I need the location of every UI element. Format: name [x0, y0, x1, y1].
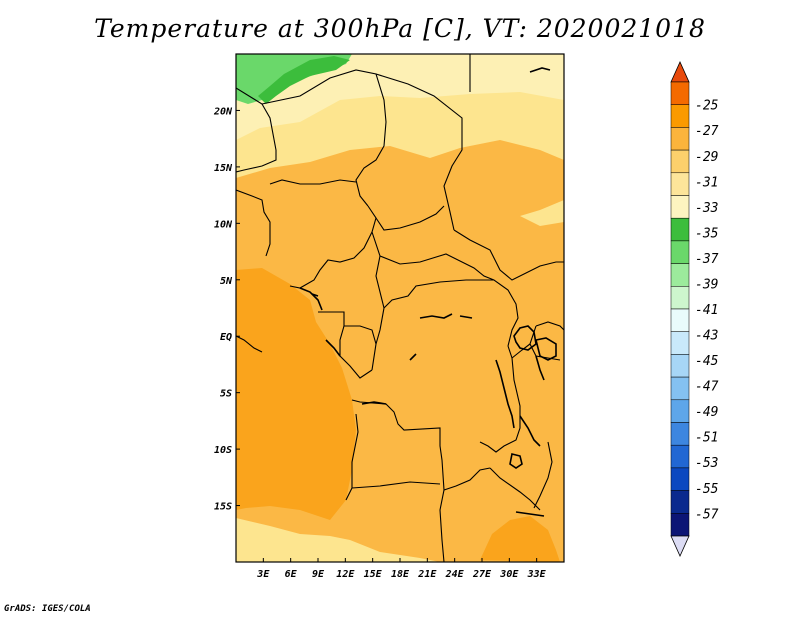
colorbar-label: -25 — [695, 99, 719, 114]
colorbar-label: -43 — [695, 329, 718, 344]
x-tick-label: 12E — [336, 569, 355, 580]
grads-credit: GrADS: IGES/COLA — [4, 604, 91, 614]
colorbar-swatch — [670, 286, 690, 310]
y-tick-label: EQ — [220, 332, 232, 343]
colorbar-label: -57 — [695, 507, 719, 522]
colorbar-swatch — [670, 195, 690, 219]
colorbar-top-arrow — [670, 61, 690, 83]
y-tick-label: 5S — [220, 389, 232, 400]
y-tick-label: 20N — [213, 106, 233, 117]
colorbar: -25 -27 -29 -31 -33 -35 -37 -39 -41 -43 -45 -47 -49 -… — [670, 61, 719, 557]
x-tick-label: 3E — [256, 569, 270, 580]
colorbar-swatch — [670, 263, 690, 287]
colorbar-swatch — [670, 422, 690, 446]
colorbar-swatch — [670, 172, 690, 196]
fill-dark-green — [258, 56, 350, 104]
colorbar-swatch — [670, 490, 690, 514]
y-axis-ticks: 20N 15N 10N 5N EQ 5S 10S 15S — [213, 106, 240, 513]
colorbar-swatch — [670, 354, 690, 378]
y-tick-label: 5N — [220, 276, 233, 287]
fill-pale-south — [236, 518, 440, 562]
colorbar-label: -47 — [695, 380, 719, 395]
colorbar-swatch — [670, 308, 690, 332]
x-axis-ticks: 3E 6E 9E 12E 15E 18E 21E 24E 27E 30E 33E — [256, 558, 547, 580]
colorbar-swatch — [670, 127, 690, 151]
colorbar-swatch — [670, 81, 690, 105]
map-title: Temperature at 300hPa [C], VT: 202002101… — [94, 14, 706, 43]
colorbar-label: -51 — [695, 431, 718, 446]
x-tick-label: 6E — [285, 569, 298, 580]
x-tick-label: 21E — [417, 569, 437, 580]
colorbar-swatch — [670, 467, 690, 491]
colorbar-label: -35 — [695, 226, 719, 241]
lakes-and-coasts — [299, 67, 557, 517]
y-tick-label: 15N — [214, 163, 233, 174]
x-tick-label: 33E — [527, 569, 547, 580]
colorbar-label: -41 — [695, 303, 718, 318]
y-tick-label: 10N — [214, 219, 233, 230]
temperature-fill-layer — [236, 54, 564, 562]
x-tick-label: 18E — [391, 569, 410, 580]
colorbar-label: -27 — [695, 124, 719, 139]
colorbar-swatch — [670, 104, 690, 128]
colorbar-label: -31 — [695, 175, 718, 190]
colorbar-swatch — [670, 149, 690, 174]
colorbar-label: -45 — [695, 354, 719, 369]
colorbar-label: -37 — [695, 252, 719, 267]
y-tick-label: 15S — [214, 502, 232, 513]
colorbar-swatch — [670, 513, 690, 537]
colorbar-label: -49 — [695, 405, 718, 420]
colorbar-swatch — [670, 399, 690, 423]
x-tick-label: 15E — [364, 569, 383, 580]
colorbar-swatch — [670, 331, 690, 355]
colorbar-bottom-arrow — [670, 535, 690, 557]
colorbar-label: -29 — [695, 150, 718, 165]
colorbar-label: -39 — [695, 277, 718, 292]
fill-pale-patch-n — [380, 54, 470, 96]
x-tick-label: 9E — [312, 569, 325, 580]
fill-orange-se — [480, 516, 560, 562]
colorbar-swatch — [670, 444, 690, 469]
x-tick-label: 30E — [499, 569, 519, 580]
colorbar-label: -55 — [695, 482, 719, 497]
colorbar-label: -33 — [695, 201, 718, 216]
colorbar-swatch — [670, 376, 690, 401]
colorbar-label: -53 — [695, 456, 718, 471]
colorbar-swatch — [670, 240, 690, 264]
colorbar-swatch — [670, 217, 690, 242]
x-tick-label: 24E — [445, 569, 465, 580]
y-tick-label: 10S — [214, 445, 232, 456]
x-tick-label: 27E — [472, 569, 492, 580]
fill-orange — [236, 268, 356, 520]
